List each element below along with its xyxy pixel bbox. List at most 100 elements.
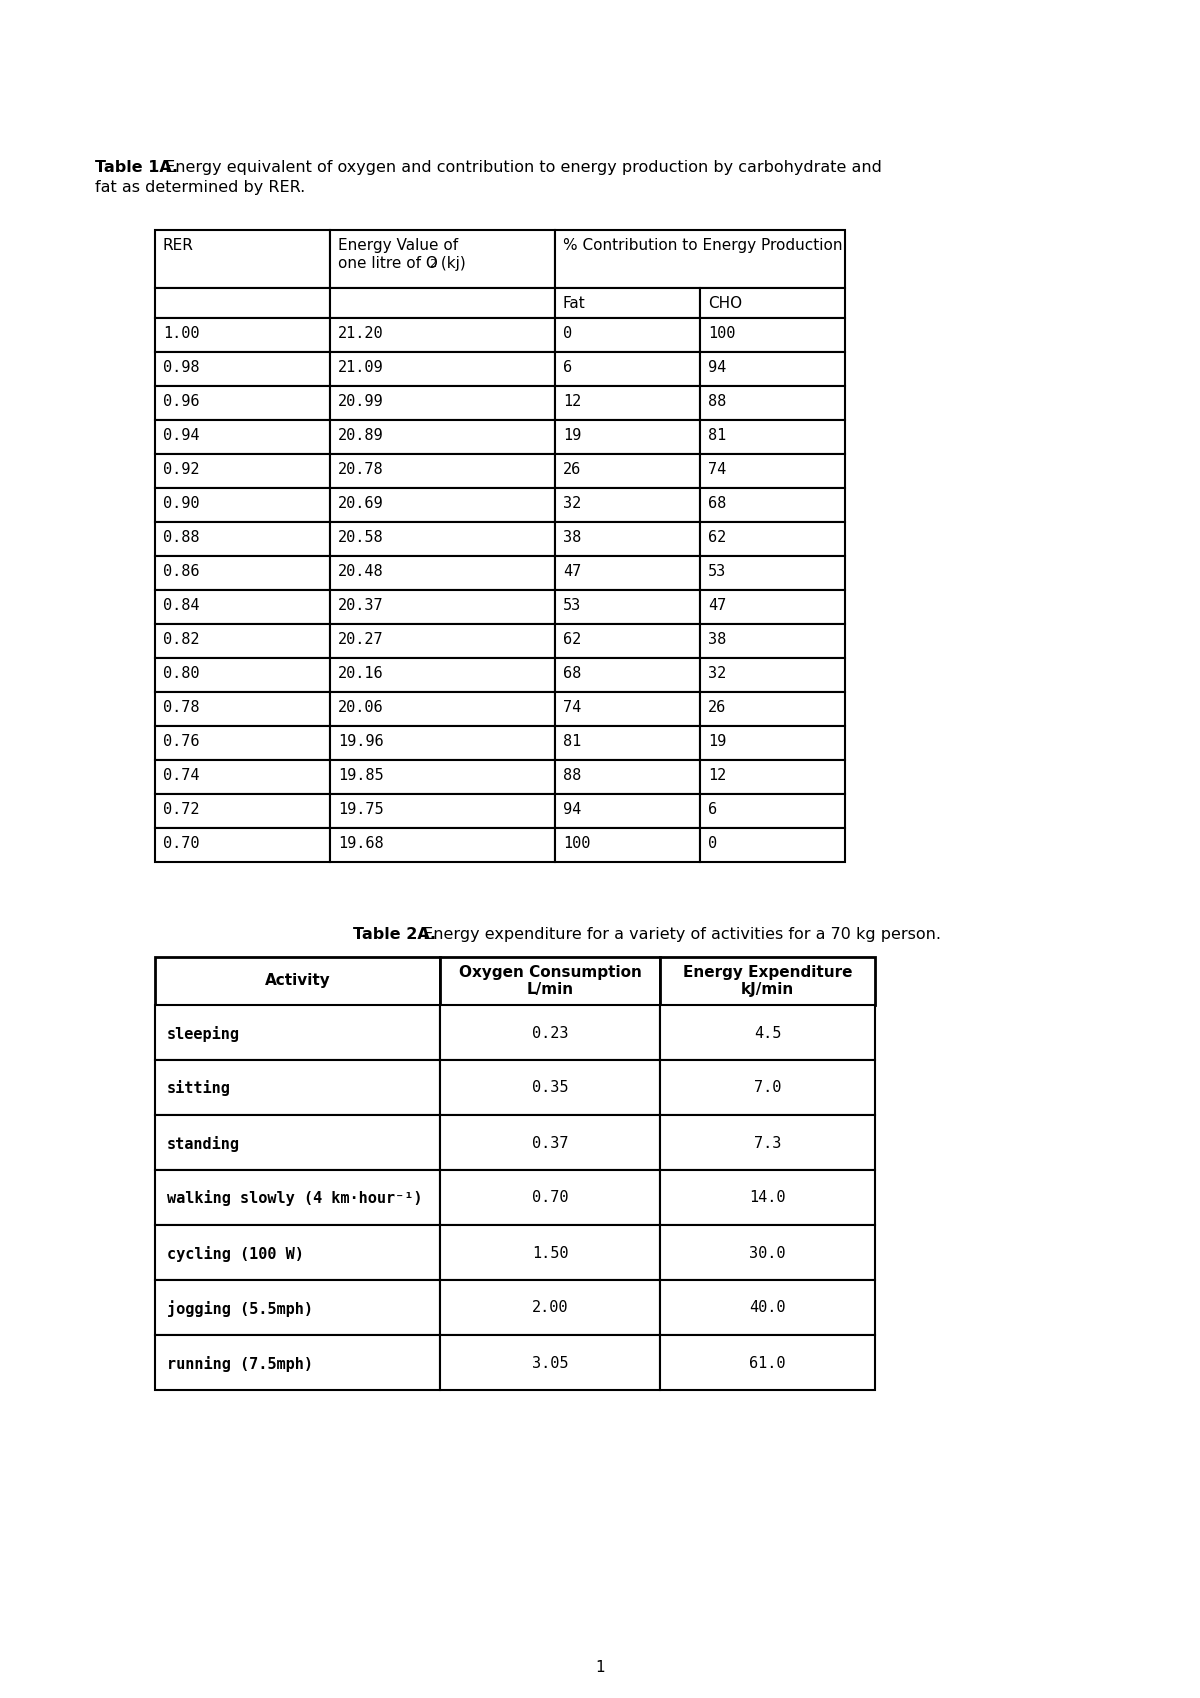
Bar bbox=[330, 487, 554, 521]
Text: 12: 12 bbox=[563, 394, 581, 409]
Text: sleeping: sleeping bbox=[167, 1026, 240, 1041]
Text: 21.09: 21.09 bbox=[338, 360, 384, 375]
Bar bbox=[554, 453, 700, 487]
Text: CHO: CHO bbox=[708, 295, 742, 311]
Bar bbox=[554, 727, 700, 761]
Bar bbox=[554, 555, 700, 589]
Bar bbox=[155, 453, 330, 487]
Bar bbox=[155, 693, 330, 727]
Text: 100: 100 bbox=[563, 835, 590, 851]
Bar bbox=[660, 1280, 875, 1335]
Bar bbox=[155, 318, 330, 351]
Text: 53: 53 bbox=[708, 564, 726, 579]
Text: 20.58: 20.58 bbox=[338, 530, 384, 545]
Text: 20.89: 20.89 bbox=[338, 428, 384, 443]
Text: 53: 53 bbox=[563, 598, 581, 613]
Text: one litre of O: one litre of O bbox=[338, 256, 438, 272]
Bar bbox=[155, 419, 330, 453]
Bar bbox=[440, 1224, 660, 1280]
Text: 38: 38 bbox=[708, 632, 726, 647]
Text: 20.37: 20.37 bbox=[338, 598, 384, 613]
Bar bbox=[700, 351, 845, 385]
Text: 19.96: 19.96 bbox=[338, 734, 384, 749]
Text: 1: 1 bbox=[595, 1661, 605, 1674]
Text: Energy Expenditure: Energy Expenditure bbox=[683, 964, 852, 980]
Text: 100: 100 bbox=[708, 326, 736, 341]
Bar bbox=[330, 795, 554, 829]
Bar bbox=[155, 1280, 440, 1335]
Bar bbox=[440, 1005, 660, 1060]
Text: 68: 68 bbox=[563, 666, 581, 681]
Text: running (7.5mph): running (7.5mph) bbox=[167, 1355, 313, 1372]
Text: 1.50: 1.50 bbox=[532, 1246, 569, 1260]
Text: 94: 94 bbox=[708, 360, 726, 375]
Bar bbox=[660, 1170, 875, 1224]
Bar bbox=[155, 289, 330, 318]
Text: 26: 26 bbox=[563, 462, 581, 477]
Bar bbox=[330, 589, 554, 623]
Bar bbox=[660, 1005, 875, 1060]
Bar bbox=[155, 385, 330, 419]
Text: 0.86: 0.86 bbox=[163, 564, 199, 579]
Text: 0: 0 bbox=[563, 326, 572, 341]
Bar bbox=[700, 453, 845, 487]
Bar bbox=[330, 761, 554, 795]
Text: 6: 6 bbox=[708, 801, 718, 817]
Text: 26: 26 bbox=[708, 700, 726, 715]
Text: 0.70: 0.70 bbox=[532, 1190, 569, 1206]
Bar bbox=[554, 829, 700, 863]
Text: kJ/min: kJ/min bbox=[740, 981, 794, 997]
Bar bbox=[155, 761, 330, 795]
Bar bbox=[700, 623, 845, 659]
Text: 0.35: 0.35 bbox=[532, 1080, 569, 1095]
Bar bbox=[155, 829, 330, 863]
Bar bbox=[700, 659, 845, 693]
Bar bbox=[554, 693, 700, 727]
Text: 0.70: 0.70 bbox=[163, 835, 199, 851]
Text: 20.16: 20.16 bbox=[338, 666, 384, 681]
Bar bbox=[330, 829, 554, 863]
Bar bbox=[700, 761, 845, 795]
Text: cycling (100 W): cycling (100 W) bbox=[167, 1246, 304, 1262]
Text: 21.20: 21.20 bbox=[338, 326, 384, 341]
Bar bbox=[155, 623, 330, 659]
Text: 0: 0 bbox=[708, 835, 718, 851]
Text: 62: 62 bbox=[563, 632, 581, 647]
Text: 6: 6 bbox=[563, 360, 572, 375]
Text: 19.85: 19.85 bbox=[338, 767, 384, 783]
Bar bbox=[330, 623, 554, 659]
Bar bbox=[554, 589, 700, 623]
Bar bbox=[155, 229, 330, 289]
Text: 3.05: 3.05 bbox=[532, 1355, 569, 1370]
Bar bbox=[155, 1116, 440, 1170]
Bar bbox=[155, 795, 330, 829]
Text: 68: 68 bbox=[708, 496, 726, 511]
Text: 0.78: 0.78 bbox=[163, 700, 199, 715]
Text: Table 2A.: Table 2A. bbox=[353, 927, 436, 942]
Bar bbox=[330, 453, 554, 487]
Text: 0.72: 0.72 bbox=[163, 801, 199, 817]
Text: 0.76: 0.76 bbox=[163, 734, 199, 749]
Bar bbox=[554, 351, 700, 385]
Text: 20.27: 20.27 bbox=[338, 632, 384, 647]
Text: 32: 32 bbox=[708, 666, 726, 681]
Text: 7.3: 7.3 bbox=[754, 1136, 781, 1151]
Text: L/min: L/min bbox=[527, 981, 574, 997]
Text: Table 1A.: Table 1A. bbox=[95, 160, 178, 175]
Bar bbox=[554, 521, 700, 555]
Text: 81: 81 bbox=[563, 734, 581, 749]
Text: 20.06: 20.06 bbox=[338, 700, 384, 715]
Bar bbox=[440, 1170, 660, 1224]
Bar bbox=[440, 1060, 660, 1116]
Bar bbox=[660, 1335, 875, 1391]
Text: 74: 74 bbox=[708, 462, 726, 477]
Text: 81: 81 bbox=[708, 428, 726, 443]
Text: 38: 38 bbox=[563, 530, 581, 545]
Text: 88: 88 bbox=[708, 394, 726, 409]
Bar bbox=[554, 659, 700, 693]
Text: 0.90: 0.90 bbox=[163, 496, 199, 511]
Bar bbox=[700, 829, 845, 863]
Bar bbox=[554, 487, 700, 521]
Text: 20.69: 20.69 bbox=[338, 496, 384, 511]
Bar bbox=[440, 1116, 660, 1170]
